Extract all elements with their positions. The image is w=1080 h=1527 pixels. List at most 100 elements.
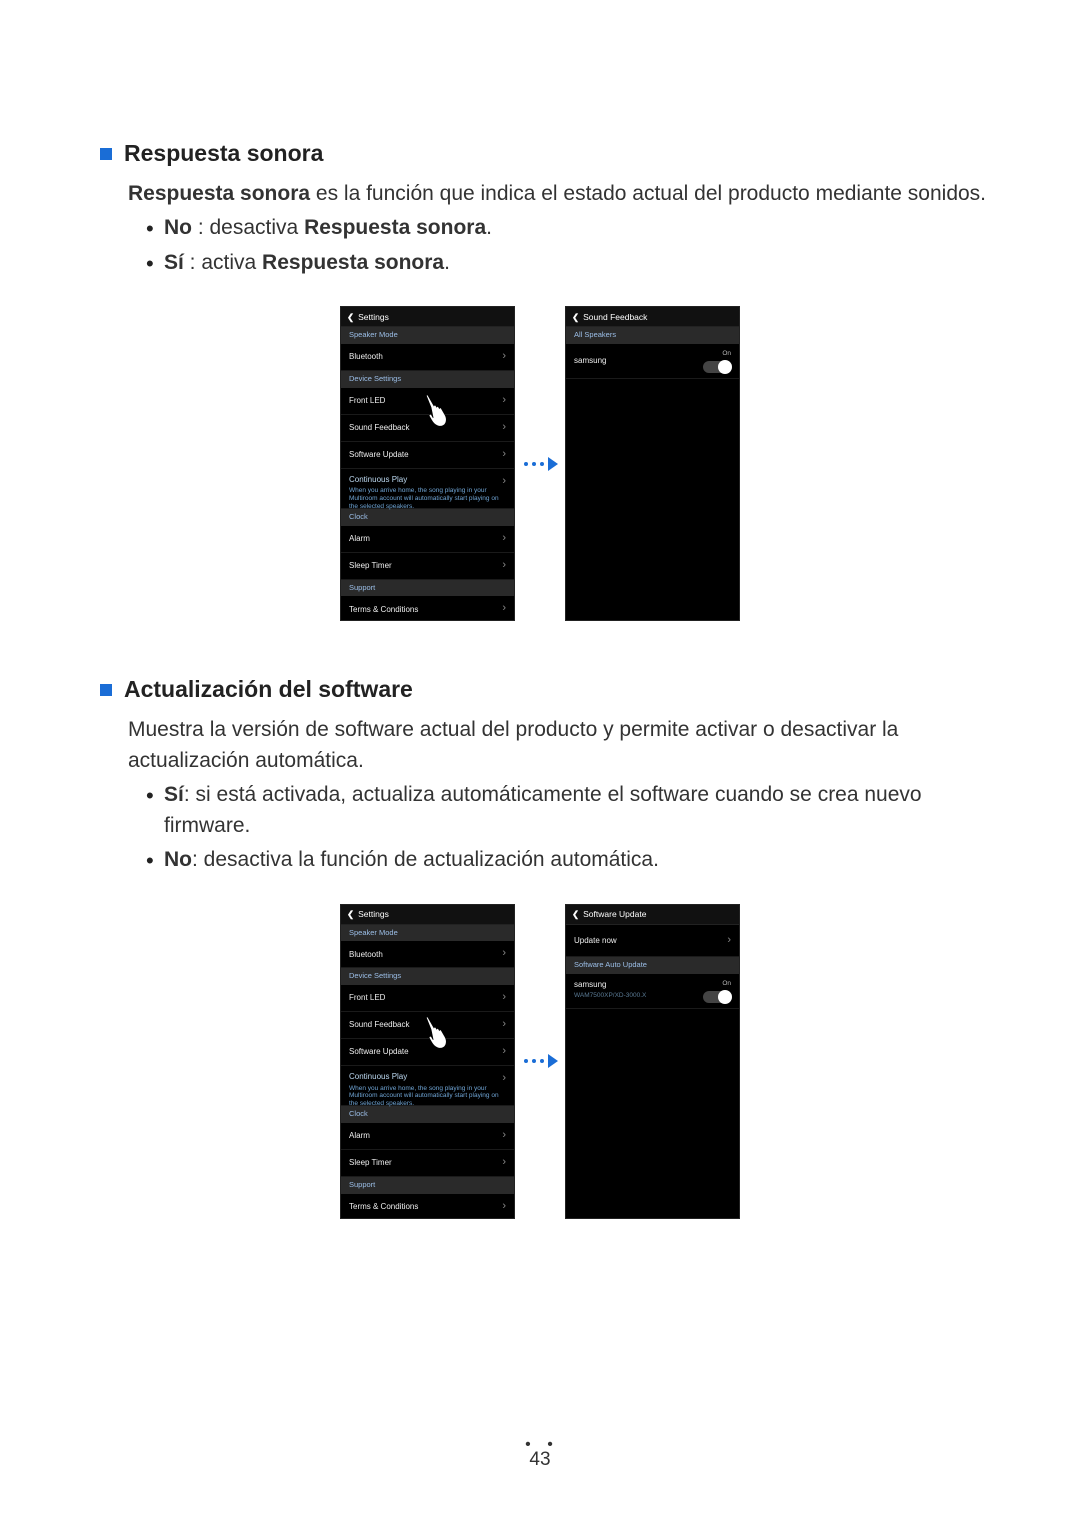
cp-title: Continuous Play [349, 475, 407, 484]
row-bluetooth[interactable]: Bluetooth› [341, 941, 514, 968]
back-icon[interactable]: ❮ [572, 908, 579, 920]
chevron-right-icon: › [502, 1044, 506, 1060]
toggle-wrap: On [703, 349, 731, 372]
section-label: All Speakers [566, 327, 739, 344]
section-label: Software Auto Update [566, 957, 739, 974]
label: Software Update [349, 449, 409, 461]
phone-settings: ❮ Settings Speaker Mode Bluetooth› Devic… [340, 306, 515, 621]
label: Update now [574, 935, 617, 947]
b1b2: Respuesta sonora [304, 216, 486, 239]
chevron-right-icon: › [502, 1199, 506, 1215]
header-title: Settings [358, 908, 389, 920]
phone-sound-feedback: ❮ Sound Feedback All Speakers samsung On [565, 306, 740, 621]
chevron-right-icon: › [502, 990, 506, 1006]
row-continuous-play[interactable]: Continuous Play When you arrive home, th… [341, 1066, 514, 1106]
phone-header[interactable]: ❮ Sound Feedback [566, 307, 739, 327]
section-label: Support [341, 580, 514, 597]
label: Sleep Timer [349, 560, 392, 572]
cp-title: Continuous Play [349, 1072, 407, 1081]
chevron-right-icon: › [502, 420, 506, 436]
row-sleep-timer[interactable]: Sleep Timer› [341, 1150, 514, 1177]
row-terms[interactable]: Terms & Conditions › [341, 1194, 514, 1219]
chevron-right-icon: › [502, 349, 506, 365]
label: Terms & Conditions [349, 1201, 418, 1213]
section-label: Clock [341, 1106, 514, 1123]
header-title: Settings [358, 311, 389, 323]
bullet-list: Sí: si está activada, actualiza automáti… [128, 780, 990, 875]
screenshot-row-1: ❮ Settings Speaker Mode Bluetooth› Devic… [90, 306, 990, 621]
section-body: Muestra la versión de software actual de… [128, 715, 990, 1218]
section-label: Speaker Mode [341, 327, 514, 344]
label: Front LED [349, 395, 385, 407]
section-body: Respuesta sonora es la función que indic… [128, 179, 990, 621]
toggle-switch[interactable] [703, 361, 731, 373]
back-icon[interactable]: ❮ [347, 311, 354, 323]
speaker-name: samsung [574, 979, 646, 991]
chevron-right-icon: › [727, 933, 731, 949]
row-update-now[interactable]: Update now › [566, 925, 739, 958]
bullet-item: Sí : activa Respuesta sonora. [146, 248, 990, 278]
phone-software-update: ❮ Software Update Update now › Software … [565, 904, 740, 1219]
chevron-right-icon: › [502, 474, 506, 490]
section-respuesta-sonora: Respuesta sonora Respuesta sonora es la … [90, 140, 990, 621]
screenshot-row-2: ❮ Settings Speaker Mode Bluetooth› Devic… [90, 904, 990, 1219]
phone-header[interactable]: ❮ Settings [341, 307, 514, 327]
row-front-led[interactable]: Front LED › [341, 985, 514, 1012]
back-icon[interactable]: ❮ [347, 908, 354, 920]
b2b: No [164, 848, 192, 871]
section-actualizacion-software: Actualización del software Muestra la ve… [90, 676, 990, 1218]
hand-pointer-icon [423, 1013, 457, 1053]
toggle-label: On [722, 349, 731, 358]
toggle-wrap: On [703, 979, 731, 1002]
b2m: : activa [184, 251, 262, 274]
phone-header[interactable]: ❮ Settings [341, 905, 514, 925]
bullet-item: Sí: si está activada, actualiza automáti… [146, 780, 990, 841]
bullet-list: No : desactiva Respuesta sonora. Sí : ac… [128, 213, 990, 278]
toggle-switch[interactable] [703, 991, 731, 1003]
section-label: Speaker Mode [341, 925, 514, 942]
row-software-update[interactable]: Software Update › [341, 442, 514, 469]
chevron-right-icon: › [502, 447, 506, 463]
row-terms[interactable]: Terms & Conditions › [341, 596, 514, 621]
hand-pointer-icon [423, 391, 457, 431]
back-icon[interactable]: ❮ [572, 311, 579, 323]
chevron-right-icon: › [502, 1071, 506, 1087]
row-speaker-toggle[interactable]: samsung On [566, 344, 739, 378]
page-number: • • 43 [0, 1441, 1080, 1471]
bullet-item: No : desactiva Respuesta sonora. [146, 213, 990, 243]
row-alarm[interactable]: Alarm› [341, 526, 514, 553]
row-continuous-play[interactable]: Continuous Play When you arrive home, th… [341, 469, 514, 509]
label: Front LED [349, 992, 385, 1004]
phone-header[interactable]: ❮ Software Update [566, 905, 739, 925]
row-alarm[interactable]: Alarm › [341, 1123, 514, 1150]
section-label: Support [341, 1177, 514, 1194]
phone-settings-2: ❮ Settings Speaker Mode Bluetooth› Devic… [340, 904, 515, 1219]
row-sleep-timer[interactable]: Sleep Timer› [341, 553, 514, 580]
b2b1: Sí [164, 251, 184, 274]
chevron-right-icon: › [502, 1128, 506, 1144]
b1m: : desactiva [192, 216, 304, 239]
transition-arrow [515, 457, 565, 471]
label: Terms & Conditions [349, 604, 418, 616]
b1e: . [486, 216, 492, 239]
version-string: WAM7500XP/XD-3000.X [574, 991, 646, 1000]
b1r: : si está activada, actualiza automática… [164, 783, 922, 836]
section-label: Device Settings [341, 371, 514, 388]
b1b1: No [164, 216, 192, 239]
section-heading: Actualización del software [100, 676, 990, 703]
section-title: Actualización del software [124, 676, 413, 703]
label: Alarm [349, 533, 370, 545]
label: Sound Feedback [349, 422, 410, 434]
transition-arrow [515, 1054, 565, 1068]
row-bluetooth[interactable]: Bluetooth› [341, 344, 514, 371]
intro-line: Muestra la versión de software actual de… [128, 715, 990, 776]
chevron-right-icon: › [502, 601, 506, 617]
section-title: Respuesta sonora [124, 140, 323, 167]
label: Sound Feedback [349, 1019, 410, 1031]
page-number-value: 43 [529, 1449, 550, 1470]
section-label: Device Settings [341, 968, 514, 985]
row-speaker-toggle[interactable]: samsung WAM7500XP/XD-3000.X On [566, 974, 739, 1008]
chevron-right-icon: › [502, 1017, 506, 1033]
b2r: : desactiva la función de actualización … [192, 848, 659, 871]
label: Alarm [349, 1130, 370, 1142]
